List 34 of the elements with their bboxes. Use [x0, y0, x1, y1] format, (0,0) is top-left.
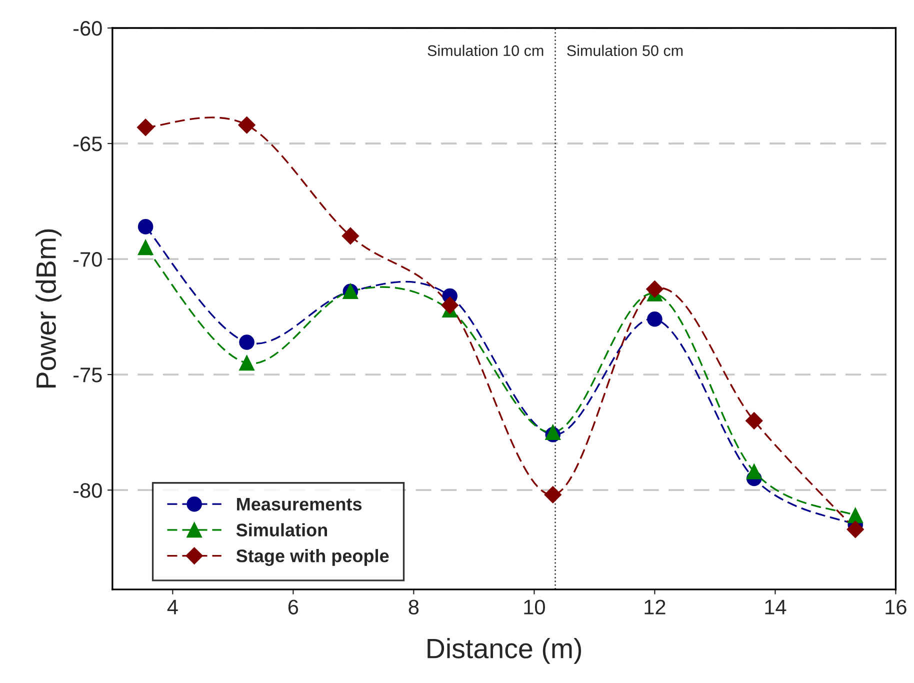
- point: [746, 464, 762, 480]
- x-tick-label: 10: [524, 600, 545, 614]
- point: [646, 280, 664, 298]
- point: [342, 227, 359, 244]
- y-tick-label: -75: [74, 368, 102, 382]
- point: [239, 355, 254, 371]
- point: [138, 219, 154, 234]
- y-axis-title: Power (dBm): [36, 229, 62, 388]
- x-axis-title: Distance (m): [428, 638, 582, 664]
- y-tick-label: -60: [74, 21, 102, 36]
- legend-label: Stage with people: [236, 549, 389, 566]
- point: [239, 334, 254, 350]
- point: [544, 486, 562, 504]
- x-tick-label: 14: [765, 600, 786, 614]
- point: [137, 118, 154, 136]
- point: [846, 520, 864, 538]
- y-tick-label: -70: [74, 252, 102, 267]
- y-tick-label: -80: [74, 483, 102, 498]
- legend-label: Simulation: [236, 523, 328, 536]
- point: [647, 311, 662, 327]
- point: [441, 296, 458, 314]
- legend-label: Measurements: [237, 498, 362, 511]
- point: [848, 508, 863, 524]
- y-tick-label: -65: [74, 136, 102, 152]
- annotation: Simulation 50 cm: [567, 44, 683, 56]
- point: [138, 240, 154, 256]
- x-tick-label: 8: [408, 600, 419, 614]
- point: [238, 116, 256, 134]
- x-tick-label: 4: [167, 600, 178, 614]
- x-tick-label: 12: [644, 600, 666, 614]
- x-tick-label: 6: [288, 600, 298, 614]
- point: [746, 412, 763, 430]
- annotation: Simulation 10 cm: [428, 44, 544, 56]
- x-tick-label: 16: [886, 600, 906, 614]
